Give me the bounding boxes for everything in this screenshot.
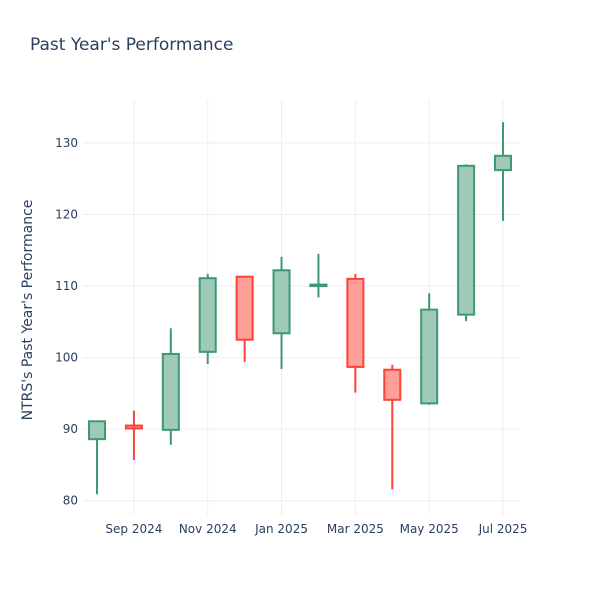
y-tick-label: 130 xyxy=(55,136,78,150)
candle xyxy=(494,122,512,221)
candle-body xyxy=(88,420,106,441)
candle-body xyxy=(124,424,143,430)
candle xyxy=(272,256,291,370)
y-tick-label: 120 xyxy=(55,207,78,221)
candle-body xyxy=(457,164,476,316)
candle xyxy=(309,253,328,298)
candle xyxy=(88,420,106,495)
x-tick-label: May 2025 xyxy=(400,522,459,536)
candle-body xyxy=(383,368,402,401)
candle xyxy=(457,164,476,322)
candle-body xyxy=(420,308,439,405)
grid-layer xyxy=(83,100,520,515)
candle-body xyxy=(272,269,291,335)
y-tick-label: 110 xyxy=(55,279,78,293)
candle xyxy=(198,273,217,365)
x-tick-label: Mar 2025 xyxy=(327,522,384,536)
candle xyxy=(124,410,143,460)
x-tick-label: Jan 2025 xyxy=(254,522,308,536)
x-tick-label: Nov 2024 xyxy=(179,522,237,536)
tick-layer: 80 90 100 110 120 130 Sep 2024 Nov 2024 Jan 2025… xyxy=(55,136,527,536)
candle xyxy=(235,275,254,362)
candle-layer xyxy=(88,122,512,495)
candle-body xyxy=(198,277,217,353)
candle-body xyxy=(346,277,365,368)
candle xyxy=(346,273,365,393)
x-tick-label: Jul 2025 xyxy=(478,522,528,536)
candle-body xyxy=(235,275,254,341)
chart-title: Past Year's Performance xyxy=(30,35,234,55)
y-tick-label: 80 xyxy=(63,494,78,508)
candle xyxy=(420,293,439,405)
candle xyxy=(161,328,180,445)
y-tick-label: 90 xyxy=(63,422,78,436)
candle-body xyxy=(494,154,512,172)
x-tick-label: Sep 2024 xyxy=(105,522,162,536)
candle-body xyxy=(161,353,180,431)
candle-body xyxy=(309,283,328,288)
y-tick-label: 100 xyxy=(55,351,78,365)
y-axis-label: NTRS's Past Year's Performance xyxy=(20,200,36,421)
candle xyxy=(383,364,402,490)
